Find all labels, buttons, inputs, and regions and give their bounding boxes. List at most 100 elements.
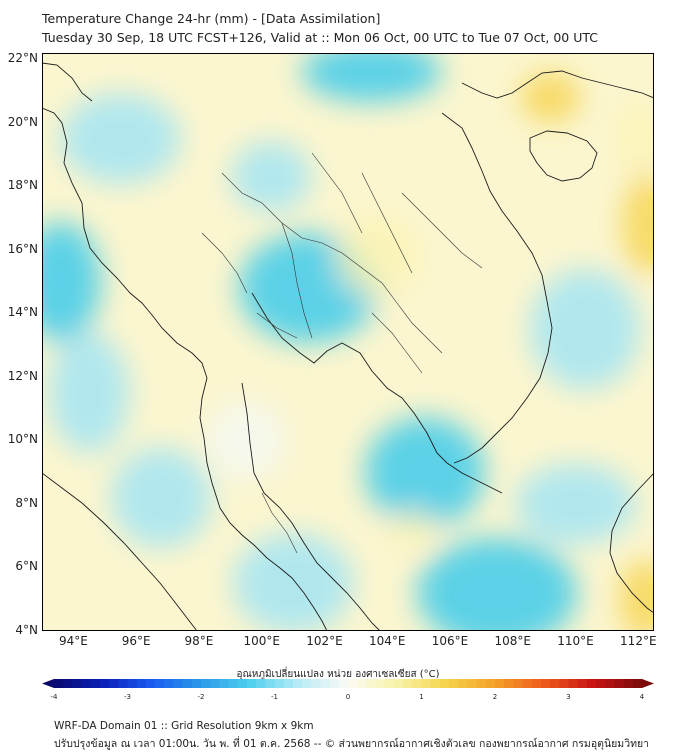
colorbar-cell xyxy=(145,679,156,688)
colorbar-cell xyxy=(246,679,257,688)
colorbar-cell xyxy=(173,679,184,688)
temperature-anomaly-blob xyxy=(515,463,636,544)
temperature-anomaly-blob xyxy=(520,72,581,123)
colorbar-cell xyxy=(320,679,331,688)
colorbar-cell xyxy=(329,679,340,688)
temperature-change-map xyxy=(42,53,654,631)
colorbar-cell xyxy=(182,679,193,688)
lon-tick-label: 112°E xyxy=(620,634,657,648)
colorbar-tick-label: -2 xyxy=(197,693,205,701)
border-line xyxy=(261,492,298,554)
temperature-anomaly-blob xyxy=(364,417,485,528)
map-subtitle: Tuesday 30 Sep, 18 UTC FCST+126, Valid a… xyxy=(42,30,598,45)
lat-tick-label: 10°N xyxy=(7,432,38,447)
colorbar-cell xyxy=(127,679,138,688)
colorbar-cell xyxy=(292,679,303,688)
temperature-field xyxy=(42,53,654,631)
colorbar-cell xyxy=(632,679,643,688)
colorbar-tick-label: -4 xyxy=(50,693,58,701)
colorbar-cell xyxy=(559,679,569,688)
borneo-coastline xyxy=(609,472,654,614)
colorbar-cell xyxy=(72,679,83,688)
sumatra-coastline xyxy=(42,472,198,631)
colorbar-extend-min xyxy=(42,679,54,688)
colorbar-cell xyxy=(191,679,202,688)
colorbar-cell xyxy=(155,679,165,688)
temperature-anomaly-blob xyxy=(301,53,442,103)
colorbar-cell xyxy=(531,679,542,688)
footer-model-info: WRF-DA Domain 01 :: Grid Resolution 9km … xyxy=(54,720,314,732)
colorbar-cell xyxy=(201,679,211,688)
border-line xyxy=(281,222,313,339)
vietnam-coastline xyxy=(441,112,553,464)
north-coast-segment xyxy=(42,62,93,102)
colorbar-cell xyxy=(605,679,615,688)
temperature-anomaly-blob xyxy=(233,533,354,631)
border-line xyxy=(361,172,413,274)
temperature-anomaly-blob xyxy=(619,559,654,631)
lat-tick-label: 18°N xyxy=(7,178,38,193)
colorbar-cell xyxy=(449,679,459,688)
colorbar-cell xyxy=(338,679,349,688)
colorbar-cell xyxy=(485,679,496,688)
lon-tick-label: 110°E xyxy=(557,634,594,648)
map-frame xyxy=(42,53,654,631)
lat-tick-label: 14°N xyxy=(7,305,38,320)
lat-tick-label: 8°N xyxy=(15,495,38,510)
colorbar-cell xyxy=(90,679,101,688)
colorbar-cell xyxy=(513,679,524,688)
colorbar-cell xyxy=(63,679,73,688)
lon-tick-label: 106°E xyxy=(431,634,469,648)
colorbar-cell xyxy=(357,679,367,688)
temperature-anomaly-blob xyxy=(529,269,640,390)
border-line xyxy=(201,232,248,294)
colorbar-cell xyxy=(439,679,450,688)
lon-tick-label: 100°E xyxy=(243,634,280,648)
border-line xyxy=(401,192,483,269)
temperature-anomaly-blob xyxy=(49,332,130,453)
colorbar-cell xyxy=(522,679,533,688)
temperature-anomaly-blob xyxy=(417,537,578,631)
colorbar-cell xyxy=(467,679,478,688)
colorbar-cell xyxy=(614,679,625,688)
colorbar-cell xyxy=(283,679,294,688)
lon-tick-label: 104°E xyxy=(368,634,406,648)
colorbar-cell xyxy=(219,679,230,688)
province-borders xyxy=(201,152,483,554)
colorbar-cell xyxy=(136,679,147,688)
colorbar-cell xyxy=(302,679,312,688)
colorbar-cell xyxy=(586,679,597,688)
colorbar-cell xyxy=(384,679,395,688)
lat-tick-label: 22°N xyxy=(7,51,38,66)
temperature-anomaly-blob xyxy=(622,174,654,275)
colorbar-cell xyxy=(393,679,404,688)
colorbar-cell xyxy=(274,679,285,688)
lat-tick-label: 20°N xyxy=(7,114,38,129)
colorbar-cell xyxy=(412,679,422,688)
footer-credit: ปรับปรุงข้อมูล ณ เวลา 01:00น. วัน พ. ที่… xyxy=(54,738,650,750)
colorbar-cell xyxy=(311,679,321,688)
temperature-anomaly-blob xyxy=(60,93,181,184)
colorbar-cell xyxy=(458,679,468,688)
border-line xyxy=(371,312,423,374)
colorbar-cell xyxy=(504,679,514,688)
colorbar-cell xyxy=(256,679,266,688)
colorbar-tick-label: 1 xyxy=(419,693,424,701)
coastlines xyxy=(42,62,654,631)
temperature-anomaly-blob xyxy=(618,98,654,179)
map-panel xyxy=(42,53,654,631)
colorbar-cell xyxy=(540,679,551,688)
lat-tick-label: 16°N xyxy=(7,241,38,256)
colorbar-cell xyxy=(623,679,634,688)
colorbar-label: อุณหภูมิเปลี่ยนแปลง หน่วย องศาเซลเซียส (… xyxy=(236,669,440,680)
colorbar-tick-label: 3 xyxy=(566,693,571,701)
china-south-coastline xyxy=(461,70,654,99)
colorbar-cell xyxy=(228,679,239,688)
colorbar-cell xyxy=(237,679,248,688)
colorbar-cell xyxy=(596,679,606,688)
map-title: Temperature Change 24-hr (mm) - [Data As… xyxy=(42,11,381,26)
colorbar-tick-label: -1 xyxy=(271,693,278,701)
colorbar-cell xyxy=(476,679,487,688)
temperature-anomaly-blob xyxy=(231,141,312,212)
border-line xyxy=(256,312,298,339)
